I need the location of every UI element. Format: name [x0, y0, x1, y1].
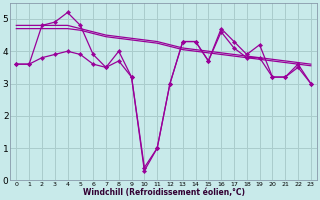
X-axis label: Windchill (Refroidissement éolien,°C): Windchill (Refroidissement éolien,°C) — [83, 188, 244, 197]
